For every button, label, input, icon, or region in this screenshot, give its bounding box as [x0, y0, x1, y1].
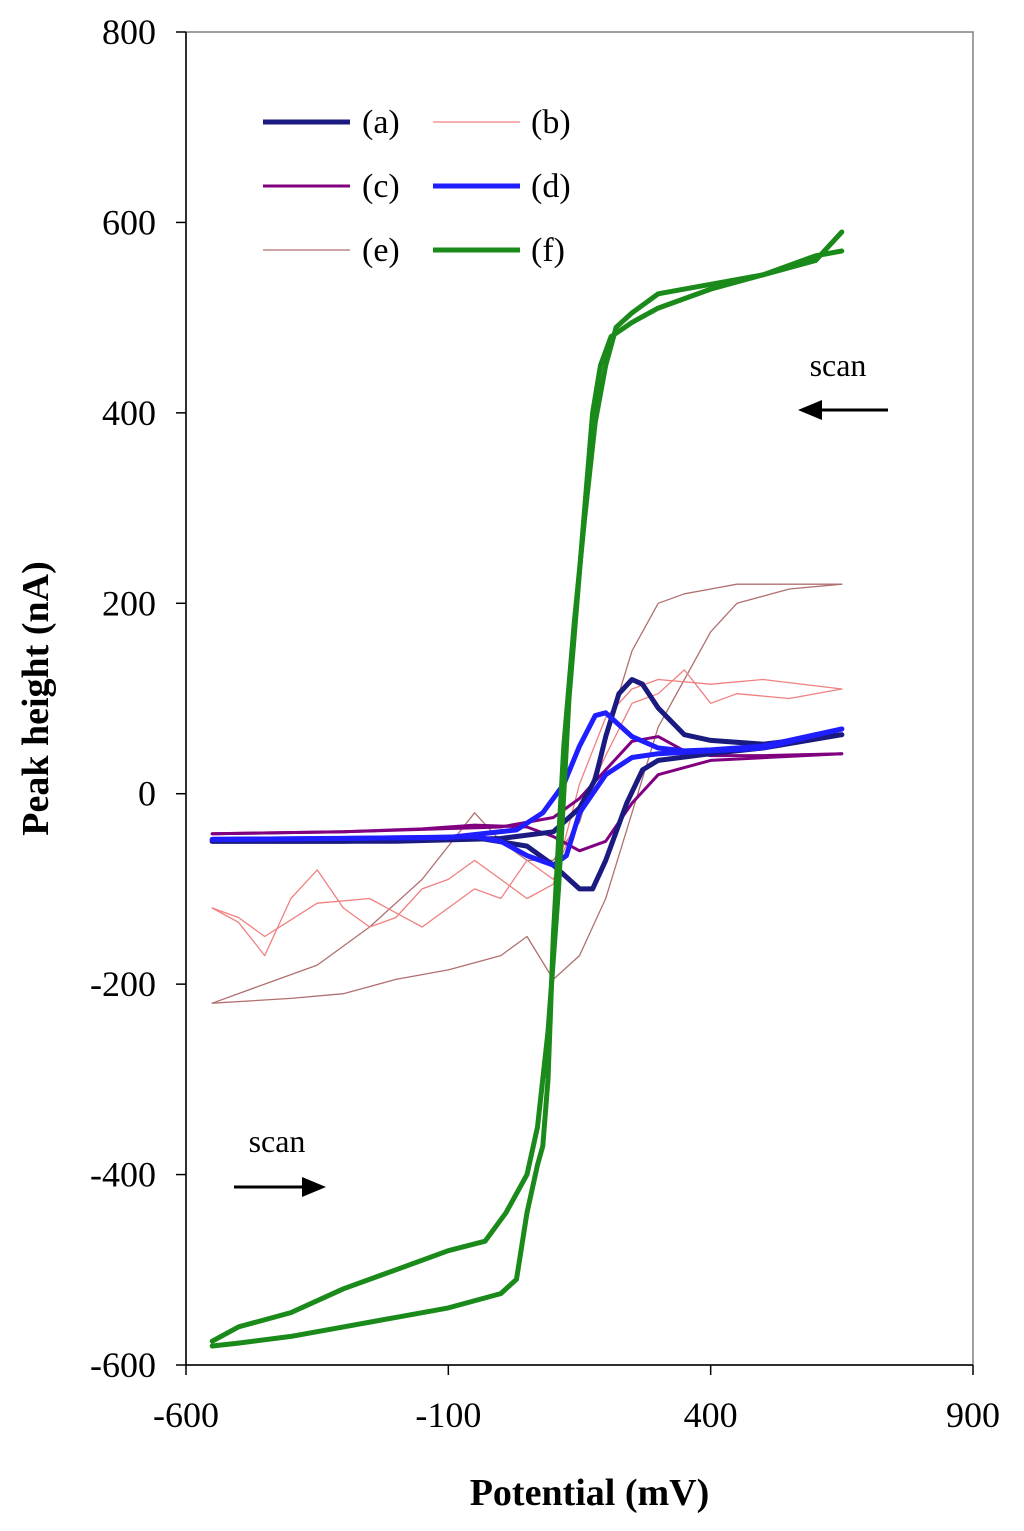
- arrow-head-icon: [302, 1177, 326, 1197]
- series-e-forward-line: [211, 583, 843, 1004]
- x-tick-label: -600: [153, 1395, 219, 1435]
- x-tick-label: 900: [946, 1395, 1000, 1435]
- scan-label-bottom: scan: [249, 1123, 306, 1159]
- arrow-head-icon: [798, 400, 822, 420]
- series-f-reverse-line: [209, 248, 845, 1349]
- y-tick-label: -200: [90, 964, 156, 1004]
- y-tick-label: -600: [90, 1345, 156, 1385]
- series-f-forward-line: [209, 229, 845, 1344]
- y-tick-label: -400: [90, 1155, 156, 1195]
- annotations: scan scan: [234, 347, 888, 1197]
- y-tick-label: 0: [138, 774, 156, 814]
- series-f: [209, 229, 845, 1349]
- series-b-forward-line: [211, 678, 843, 957]
- plot-area: [185, 31, 974, 1366]
- y-axis-title: Peak height (nA): [15, 561, 57, 835]
- legend-label: (f): [531, 232, 565, 269]
- x-tick-label: -100: [415, 1395, 481, 1435]
- x-axis: -600 -100 400 900: [153, 1364, 1000, 1435]
- series-c: [210, 735, 844, 853]
- series-d: [209, 710, 845, 868]
- y-tick-label: 600: [102, 202, 156, 242]
- legend-label: (c): [362, 168, 400, 205]
- y-tick-label: 200: [102, 583, 156, 623]
- y-axis: -600 -400 -200 0 200 400 600 800: [90, 12, 187, 1385]
- y-tick-label: 400: [102, 393, 156, 433]
- legend: (a) (b) (c) (d) (e) (f): [263, 104, 571, 269]
- y-tick-label: 800: [102, 12, 156, 52]
- series-a-reverse-line: [209, 677, 845, 844]
- legend-label: (b): [531, 104, 571, 141]
- scan-label-top: scan: [810, 347, 867, 383]
- series-e-reverse-line: [211, 583, 843, 1004]
- series-d-reverse-line: [209, 710, 845, 842]
- legend-label: (d): [531, 168, 571, 205]
- series-layer: [209, 229, 845, 1349]
- x-tick-label: 400: [684, 1395, 738, 1435]
- series-c-reverse-line: [210, 735, 844, 836]
- legend-label: (a): [362, 104, 400, 141]
- x-axis-title: Potential (mV): [470, 1472, 710, 1514]
- legend-label: (e): [362, 232, 400, 269]
- series-e: [211, 583, 843, 1004]
